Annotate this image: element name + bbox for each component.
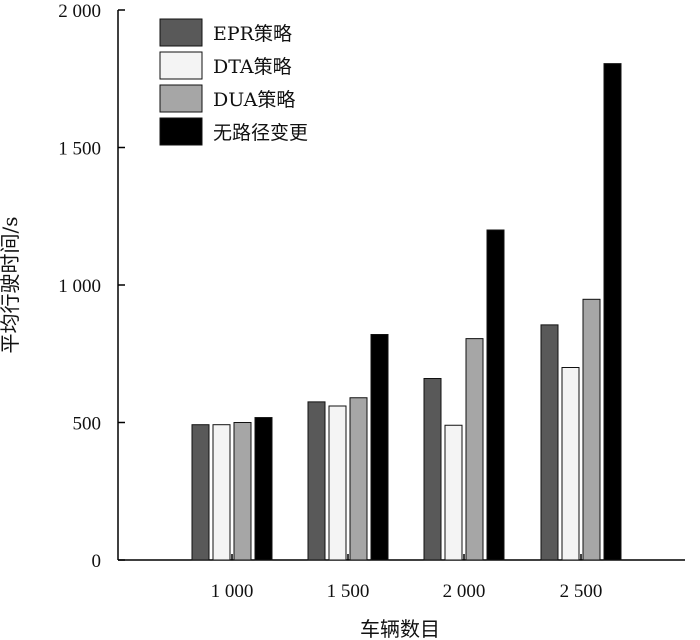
y-tick-label: 500 [73,414,102,435]
y-ticks: 0 500 1 000 1 500 2 000 [58,1,125,572]
x-tick-label: 2 000 [443,581,486,602]
bar [561,367,580,561]
legend-label: DUA策略 [213,89,295,111]
bar [370,334,389,561]
legend-swatch [159,117,203,146]
y-axis-title: 平均行驶时间/s [0,216,22,353]
legend-swatch [159,84,203,113]
y-tick-label: 0 [92,551,102,572]
y-tick-label: 1 500 [58,139,101,160]
legend-swatch [159,51,203,80]
bar [212,424,231,561]
bars [191,63,622,561]
bar [233,422,252,561]
bar [307,401,326,561]
legend-label: EPR策略 [213,23,292,45]
bar [254,417,273,561]
bar [486,229,505,561]
bar [603,63,622,561]
y-tick-label: 2 000 [58,1,101,22]
bar [328,405,347,561]
bar [444,424,463,561]
x-axis-title: 车辆数目 [360,617,440,640]
bar [582,298,601,561]
y-tick-label: 1 000 [58,276,101,297]
legend-label: DTA策略 [213,56,292,78]
bar [423,378,442,561]
x-tick-label: 1 500 [327,581,370,602]
bar [465,338,484,561]
bar [540,324,559,561]
x-tick-label: 1 000 [211,581,254,602]
legend-label: 无路径变更 [213,122,308,144]
x-ticks: 1 000 1 500 2 000 2 500 [211,554,603,602]
bar [349,397,368,561]
bar [191,424,210,561]
x-tick-label: 2 500 [560,581,603,602]
legend-swatch [159,18,203,47]
